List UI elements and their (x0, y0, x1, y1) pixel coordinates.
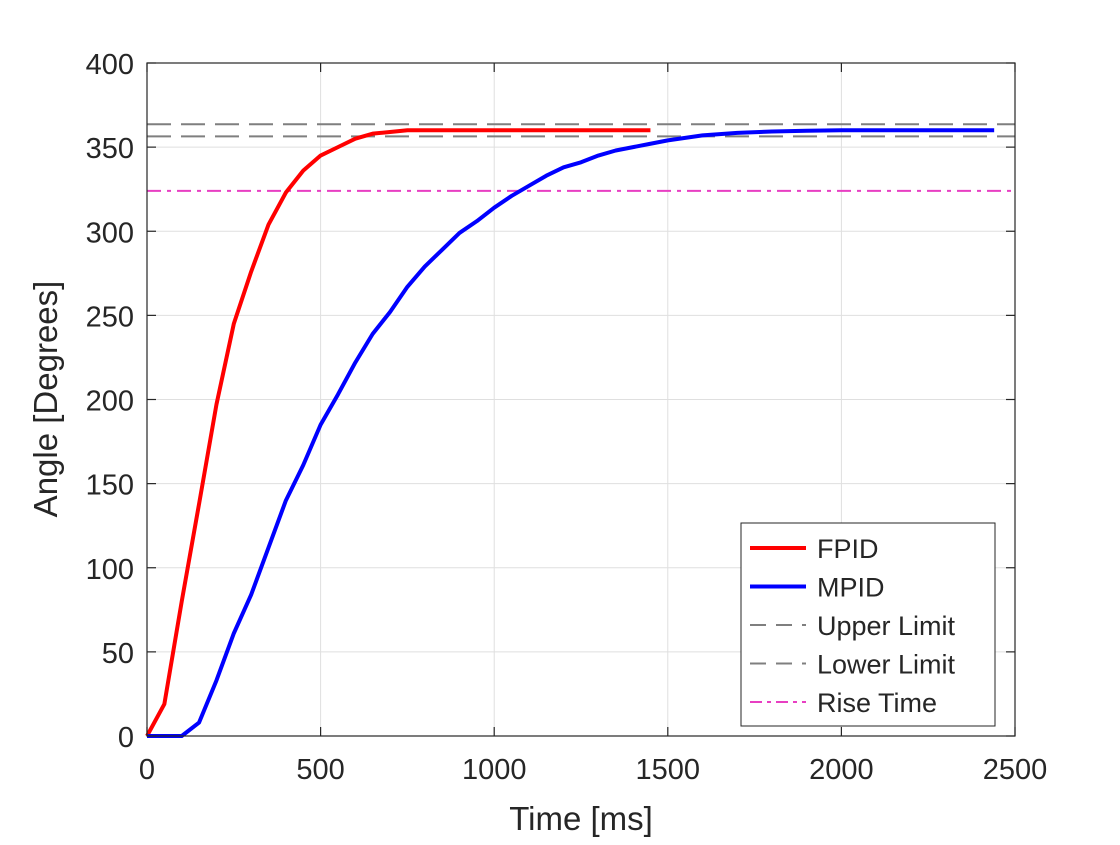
legend-label: Lower Limit (817, 650, 956, 680)
legend-label: Upper Limit (817, 611, 956, 641)
y-tick-label: 100 (86, 554, 134, 586)
x-tick-label: 2000 (809, 754, 874, 786)
y-tick-label: 350 (86, 133, 134, 165)
legend: FPID MPID Upper Limit Lower Limit Rise Time (740, 522, 996, 727)
y-tick-label: 250 (86, 301, 134, 333)
x-tick-label: 0 (139, 754, 155, 786)
series-line-mpid (147, 128, 995, 738)
ticks (146, 62, 1016, 737)
y-tick-label: 0 (118, 722, 134, 754)
legend-label: FPID (817, 534, 879, 564)
legend-label: Rise Time (817, 688, 937, 718)
y-tick-label: 200 (86, 386, 134, 418)
y-tick-label: 300 (86, 217, 134, 249)
x-tick-label: 2500 (983, 754, 1048, 786)
legend-label: MPID (817, 573, 885, 603)
x-tick-label: 1000 (462, 754, 527, 786)
x-tick-label: 1500 (636, 754, 701, 786)
y-tick-label: 150 (86, 470, 134, 502)
y-tick-label: 400 (86, 49, 134, 81)
series-line-fpid (145, 128, 651, 737)
y-axis-label: Angle [Degrees] (27, 281, 64, 518)
tick-labels: 0 500 1000 1500 2000 2500 0 50 100 150 200 250 300 35… (86, 49, 1048, 786)
x-tick-label: 500 (296, 754, 344, 786)
series-layer (145, 123, 1015, 738)
y-tick-label: 50 (102, 638, 134, 670)
x-axis-label: Time [ms] (509, 800, 653, 837)
